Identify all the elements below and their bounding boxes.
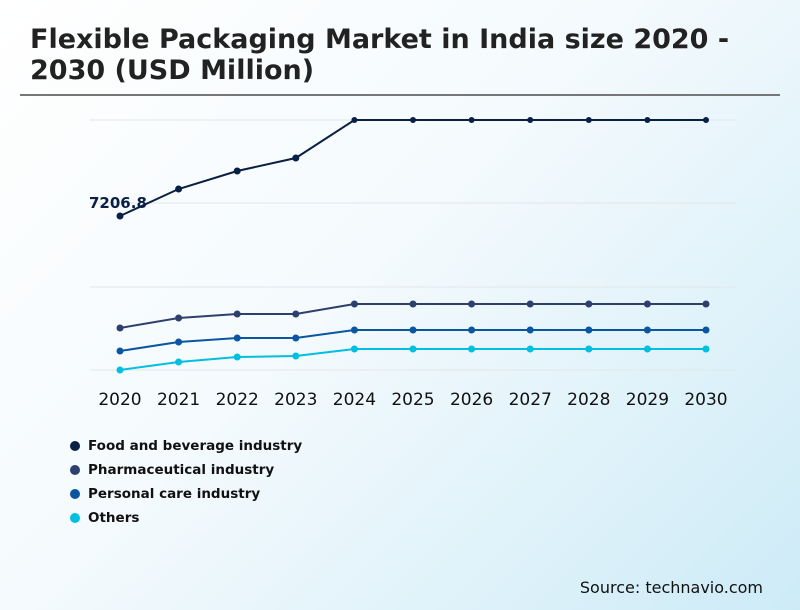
x-tick-label: 2026 [450,390,493,410]
legend-label: Food and beverage industry [88,438,303,454]
data-point [351,117,358,123]
data-point [233,167,241,175]
data-point [526,345,534,353]
data-point [350,300,358,308]
data-point [409,345,417,353]
data-point [468,345,476,353]
series-line [119,119,706,217]
data-point [292,154,300,162]
x-tick-label: 2027 [509,390,552,410]
legend-item: Pharmaceutical industry [70,458,302,482]
series-line [119,302,706,329]
data-point [643,300,651,308]
data-point [526,326,534,334]
data-point [175,185,183,193]
data-point [468,300,476,308]
data-point [233,353,241,361]
data-point [292,334,300,342]
data-point [292,310,300,318]
x-tick-label: 2029 [626,390,669,410]
data-point [643,326,651,334]
data-point [644,117,651,123]
data-point [468,117,475,123]
data-point [409,326,417,334]
x-tick-label: 2021 [157,390,200,410]
legend-item: Others [70,506,302,530]
data-point [643,345,651,353]
data-point [350,345,358,353]
x-tick-label: 2030 [684,390,727,410]
line-chart: 2020 2021 2022 2023 2024 2025 2026 2027 2028 2029… [89,117,736,410]
legend-marker [70,489,80,499]
data-point [585,326,593,334]
data-point [409,300,417,308]
data-point [116,324,124,332]
data-point [585,117,592,123]
legend-label: Others [88,510,140,526]
data-point [468,326,476,334]
legend-marker [70,513,80,523]
legend: Food and beverage industry Pharmaceutical… [70,434,302,530]
x-tick-label: 2025 [391,390,434,410]
data-point [702,326,710,334]
legend-label: Personal care industry [88,486,261,502]
x-tick-label: 2023 [274,390,317,410]
x-tick-label: 2024 [333,390,376,410]
data-point [175,338,183,346]
data-point [702,300,710,308]
data-point [527,117,534,123]
x-tick-label: 2022 [216,390,259,410]
data-point [175,358,183,366]
data-point [233,334,241,342]
legend-item: Food and beverage industry [70,434,302,458]
legend-label: Pharmaceutical industry [88,462,275,478]
legend-marker [70,441,80,451]
data-point [526,300,534,308]
x-tick-label: 2028 [567,390,610,410]
legend-marker [70,465,80,475]
data-point [585,300,593,308]
source-text: Source: technavio.com [579,578,763,597]
data-point [585,345,593,353]
data-point [703,117,709,123]
data-point [233,310,241,318]
data-point [292,352,300,360]
data-label: 7206.8 [89,194,147,212]
data-point [702,345,710,353]
data-point [116,347,124,355]
data-point [116,212,124,220]
data-point [175,314,183,322]
data-point [116,366,124,374]
data-point [350,326,358,334]
data-point [410,117,416,123]
x-tick-label: 2020 [98,390,141,410]
chart-title: Flexible Packaging Market in India size … [30,24,730,86]
title-divider [20,94,780,96]
legend-item: Personal care industry [70,482,302,506]
